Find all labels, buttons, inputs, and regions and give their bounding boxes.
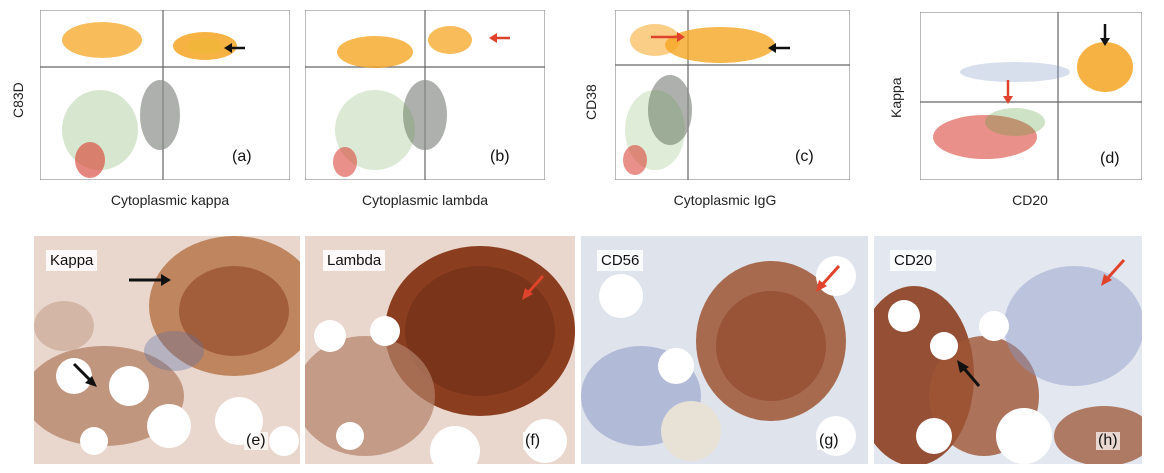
flow-scatter-a	[40, 10, 290, 180]
ylabel-a: C83D	[10, 82, 26, 118]
panel-letter-h: (h)	[1096, 432, 1120, 450]
histo-panel-e: Kappa (e)	[34, 236, 300, 464]
ylabel-d: Kappa	[888, 77, 904, 118]
stain-label-h: CD20	[890, 250, 937, 271]
histo-image-g	[581, 236, 868, 464]
histo-image-h	[874, 236, 1142, 464]
histo-panel-h: CD20 (h)	[874, 236, 1142, 464]
panel-letter-g: (g)	[817, 432, 841, 450]
panel-letter-f: (f)	[523, 432, 543, 450]
flow-plot-b: (b)	[305, 10, 545, 180]
flow-plot-d: (d)	[920, 12, 1142, 180]
xlabel-b: Cytoplasmic lambda	[361, 192, 489, 208]
stain-label-g: CD56	[597, 250, 644, 271]
flow-scatter-b	[305, 10, 545, 180]
histo-image-f	[305, 236, 575, 464]
stain-label-f: Lambda	[323, 250, 386, 271]
panel-letter-b: (b)	[490, 148, 510, 165]
xlabel-a: Cytoplasmic kappa	[110, 192, 230, 208]
panel-letter-d: (d)	[1100, 150, 1120, 167]
xlabel-d: CD20	[1012, 192, 1048, 208]
panel-letter-c: (c)	[795, 148, 814, 165]
ylabel-c: CD38	[583, 84, 599, 120]
xlabel-c: Cytoplasmic IgG	[673, 192, 777, 208]
flow-scatter-d	[920, 12, 1142, 180]
panel-letter-e: (e)	[244, 432, 268, 450]
histo-panel-f: Lambda (f)	[305, 236, 575, 464]
flow-scatter-c	[615, 10, 850, 180]
histo-image-e	[34, 236, 300, 464]
flow-plot-a: (a)	[40, 10, 290, 180]
histo-panel-g: CD56 (g)	[581, 236, 868, 464]
panel-letter-a: (a)	[232, 148, 252, 165]
flow-plot-c: (c)	[615, 10, 850, 180]
stain-label-e: Kappa	[46, 250, 98, 271]
